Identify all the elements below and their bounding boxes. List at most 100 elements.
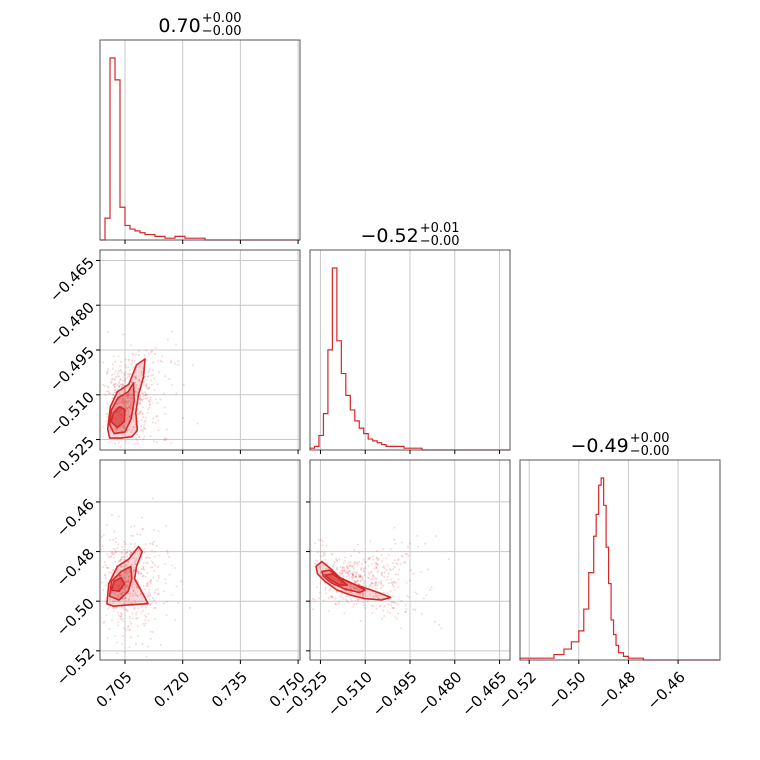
sample-point — [108, 627, 111, 630]
sample-point — [137, 442, 139, 445]
sample-point — [440, 627, 443, 630]
sample-point — [338, 558, 341, 561]
sample-point — [132, 426, 135, 429]
sample-point — [345, 595, 348, 598]
sample-point — [110, 382, 113, 384]
sample-point — [104, 563, 107, 566]
sample-point — [430, 586, 433, 589]
sample-point — [137, 409, 140, 411]
sample-point — [180, 580, 183, 583]
sample-point — [341, 596, 344, 599]
sample-point — [148, 387, 151, 390]
sample-point — [406, 545, 409, 548]
sample-point — [351, 592, 354, 595]
sample-point — [123, 606, 126, 609]
sample-point — [139, 398, 142, 401]
sample-point — [109, 555, 112, 558]
sample-point — [117, 355, 120, 358]
sample-point — [156, 593, 159, 595]
sample-point — [135, 617, 138, 620]
sample-point — [123, 540, 126, 543]
sample-point — [171, 564, 174, 567]
sample-point — [128, 575, 131, 578]
sample-point — [360, 568, 362, 571]
sample-point — [408, 596, 411, 598]
sample-point — [157, 530, 160, 533]
sample-point — [399, 562, 402, 565]
sample-point — [134, 561, 136, 563]
sample-point — [104, 574, 107, 577]
sample-point — [133, 381, 136, 384]
sample-point — [139, 412, 142, 415]
sample-point — [112, 355, 115, 358]
sample-point — [324, 586, 327, 589]
p0-p1-contour-inner — [110, 405, 126, 429]
sample-point — [392, 585, 395, 588]
sample-point — [369, 583, 372, 586]
sample-point — [138, 411, 141, 413]
sample-point — [316, 551, 319, 554]
sample-point — [130, 542, 133, 545]
sample-point — [102, 566, 104, 569]
sample-point — [359, 593, 362, 596]
sample-point — [123, 651, 126, 653]
sample-point — [351, 573, 354, 576]
sample-point — [350, 555, 353, 558]
sample-point — [124, 374, 127, 377]
sample-point — [147, 594, 150, 597]
sample-point — [121, 635, 124, 637]
sample-point — [372, 595, 375, 598]
sample-point — [376, 563, 379, 566]
sample-point — [420, 612, 423, 615]
sample-point — [373, 567, 376, 570]
sample-point — [382, 591, 385, 594]
sample-point — [358, 575, 361, 578]
y-tick-label: −0.48 — [53, 545, 98, 590]
sample-point — [126, 569, 129, 572]
sample-point — [381, 560, 383, 563]
sample-point — [106, 331, 109, 333]
sample-point — [380, 583, 383, 586]
sample-point — [361, 578, 364, 581]
sample-point — [124, 371, 127, 374]
sample-point — [361, 594, 364, 597]
sample-point — [121, 597, 124, 600]
sample-point — [146, 581, 149, 584]
sample-point — [110, 571, 113, 574]
sample-point — [316, 559, 319, 562]
sample-point — [128, 400, 131, 402]
sample-point — [123, 380, 126, 382]
sample-point — [348, 569, 351, 572]
sample-point — [113, 556, 115, 559]
sample-point — [102, 383, 105, 386]
sample-point — [355, 603, 358, 606]
sample-point — [124, 608, 127, 611]
sample-point — [112, 552, 115, 555]
sample-point — [129, 575, 132, 578]
sample-point — [102, 621, 105, 624]
sample-point — [355, 573, 358, 576]
sample-point — [129, 407, 132, 410]
sample-point — [375, 562, 378, 565]
sample-point — [311, 597, 314, 600]
sample-point — [122, 597, 125, 600]
sample-point — [394, 601, 397, 604]
sample-point — [142, 561, 145, 564]
sample-point — [123, 387, 126, 390]
sample-point — [349, 585, 352, 588]
sample-point — [361, 576, 364, 578]
sample-point — [341, 571, 344, 574]
sample-point — [312, 608, 315, 611]
sample-point — [390, 604, 393, 607]
sample-point — [118, 397, 121, 400]
sample-point — [134, 376, 137, 379]
sample-point — [170, 442, 173, 445]
sample-point — [140, 371, 143, 374]
sample-point — [107, 566, 110, 569]
sample-point — [129, 414, 132, 417]
sample-point — [108, 392, 111, 395]
title-p1: −0.52 +0.01−0.00 — [361, 221, 460, 249]
sample-point — [378, 581, 381, 584]
sample-point — [343, 612, 346, 615]
sample-point — [148, 352, 150, 355]
